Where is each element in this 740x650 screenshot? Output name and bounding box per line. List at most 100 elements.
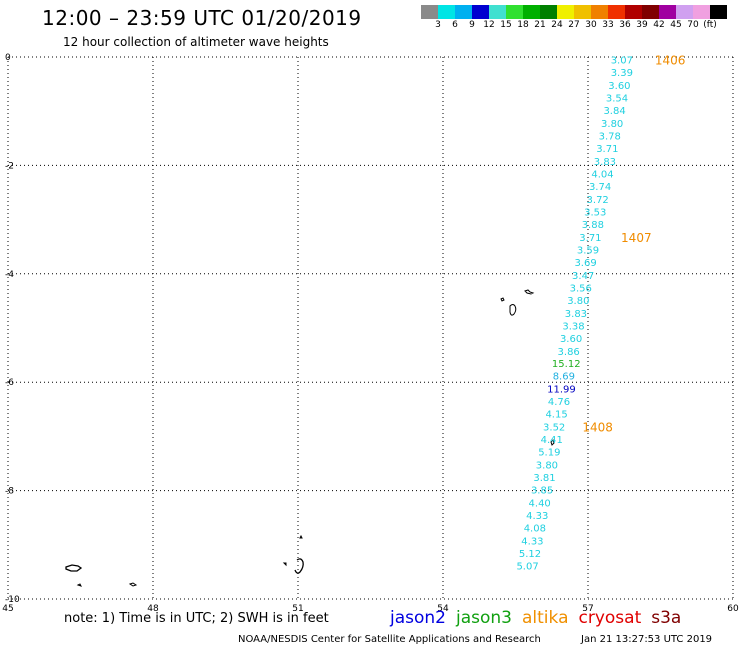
wave-height-value: 3.54 — [606, 94, 628, 105]
wave-height-points: 3.073.393.603.543.843.803.783.713.834.04… — [516, 56, 633, 573]
island-outline — [294, 558, 304, 574]
lat-tick-label: -2 — [5, 161, 14, 171]
color-scale-label: 45 — [670, 20, 682, 30]
wave-height-value: 3.78 — [599, 132, 621, 143]
legend-item-jason3: jason3 — [456, 608, 512, 628]
color-scale-swatch — [608, 5, 625, 19]
color-scale-swatch — [574, 5, 591, 19]
lon-tick-label: 57 — [582, 604, 593, 614]
color-scale-labels: 3 6 9 12 15 18 21 24 27 30 33 36 39 42 45 70 (ft) — [421, 19, 727, 31]
color-scale-swatch — [540, 5, 557, 19]
wave-height-value: 3.72 — [587, 195, 609, 206]
color-scale-label: 39 — [636, 20, 648, 30]
color-scale-label: 27 — [568, 20, 580, 30]
pass-time-label: 1407 — [621, 231, 652, 245]
legend-item-jason2: jason2 — [390, 608, 446, 628]
color-scale-swatch — [659, 5, 676, 19]
island-outline — [509, 304, 517, 316]
wave-height-value: 3.80 — [567, 296, 589, 307]
color-scale-label: 30 — [585, 20, 597, 30]
legend-item-cryosat: cryosat — [578, 608, 642, 628]
color-scale-swatch — [523, 5, 540, 19]
color-scale-swatch — [421, 5, 438, 19]
lat-tick-label: -8 — [5, 487, 14, 497]
wave-height-value: 3.84 — [603, 106, 625, 117]
color-scale-swatch — [455, 5, 472, 19]
island-outline — [76, 583, 82, 587]
color-scale: 3 6 9 12 15 18 21 24 27 30 33 36 39 42 45 70 (ft) — [421, 5, 727, 31]
wave-height-value: 3.56 — [570, 283, 592, 294]
color-scale-label: (ft) — [703, 20, 717, 30]
lon-tick-label: 48 — [147, 604, 159, 614]
wave-height-value: 3.74 — [589, 182, 611, 193]
wave-height-value: 3.39 — [611, 68, 633, 79]
generated-timestamp: Jan 21 13:27:53 UTC 2019 — [581, 634, 713, 645]
wave-height-value: 5.07 — [516, 561, 538, 572]
wave-height-value: 4.76 — [548, 397, 570, 408]
color-scale-label: 12 — [483, 20, 495, 30]
wave-height-value: 4.41 — [541, 435, 563, 446]
color-scale-label: 70 — [687, 20, 699, 30]
island-outline — [500, 297, 505, 302]
wave-height-value: 3.85 — [531, 486, 553, 497]
lon-tick-label: 54 — [437, 604, 449, 614]
color-scale-swatch — [489, 5, 506, 19]
map-tick-labels: 45 48 51 54 57 60 0 -2 -4 -6 -8 -10 — [2, 53, 739, 614]
island-outline — [282, 562, 287, 567]
lon-tick-label: 60 — [727, 604, 739, 614]
wave-height-value: 3.71 — [579, 233, 601, 244]
island-outline — [128, 582, 138, 587]
lat-tick-label: 0 — [5, 53, 11, 63]
wave-height-value: 3.60 — [608, 81, 630, 92]
wave-height-value: 3.81 — [533, 473, 555, 484]
color-scale-swatch — [625, 5, 642, 19]
color-scale-swatch — [676, 5, 693, 19]
map-grid — [7, 56, 734, 600]
color-scale-swatch — [438, 5, 455, 19]
island-outline — [550, 439, 555, 446]
wave-height-value: 3.60 — [560, 334, 582, 345]
color-scale-label: 3 — [435, 20, 441, 30]
wave-height-value: 3.80 — [536, 461, 558, 472]
color-scale-label: 6 — [452, 20, 458, 30]
pass-time-label: 1408 — [582, 421, 613, 435]
wave-height-value: 3.86 — [558, 347, 580, 358]
legend-item-altika: altika — [522, 608, 569, 628]
color-scale-swatch — [693, 5, 710, 19]
color-scale-label: 24 — [551, 20, 563, 30]
wave-height-value: 3.38 — [562, 321, 584, 332]
wave-height-value: 3.69 — [574, 258, 596, 269]
page-subtitle: 12 hour collection of altimeter wave hei… — [63, 35, 329, 49]
wave-height-value: 4.40 — [529, 499, 551, 510]
wave-height-value: 3.71 — [596, 144, 618, 155]
color-scale-swatch — [642, 5, 659, 19]
color-scale-swatch — [472, 5, 489, 19]
color-scale-swatch — [506, 5, 523, 19]
lat-tick-label: -4 — [5, 270, 14, 280]
color-scale-swatch — [557, 5, 574, 19]
credit-text: NOAA/NESDIS Center for Satellite Applica… — [238, 634, 541, 645]
wave-height-value: 3.88 — [582, 220, 604, 231]
color-scale-label: 21 — [534, 20, 546, 30]
island-outline — [65, 564, 83, 572]
island-outline — [299, 534, 303, 539]
color-scale-label: 18 — [517, 20, 529, 30]
page-title: 12:00 – 23:59 UTC 01/20/2019 — [42, 6, 362, 30]
wave-height-value: 3.52 — [543, 423, 565, 434]
wave-height-value: 4.33 — [521, 536, 543, 547]
island-outline — [524, 289, 535, 295]
color-scale-label: 42 — [653, 20, 665, 30]
wave-height-value: 3.07 — [611, 56, 633, 67]
lon-tick-label: 45 — [2, 604, 13, 614]
satellite-legend: jason2 jason3 altika cryosat s3a — [390, 608, 691, 628]
pass-time-label: 1406 — [655, 54, 686, 68]
wave-height-value: 3.59 — [577, 245, 599, 256]
wave-height-value: 4.15 — [545, 410, 567, 421]
legend-item-s3a: s3a — [651, 608, 682, 628]
color-scale-label: 33 — [602, 20, 614, 30]
lat-tick-label: -10 — [5, 595, 20, 605]
wave-height-value: 3.80 — [601, 119, 623, 130]
wave-height-value: 3.47 — [572, 271, 594, 282]
wave-height-value: 15.12 — [552, 359, 581, 370]
